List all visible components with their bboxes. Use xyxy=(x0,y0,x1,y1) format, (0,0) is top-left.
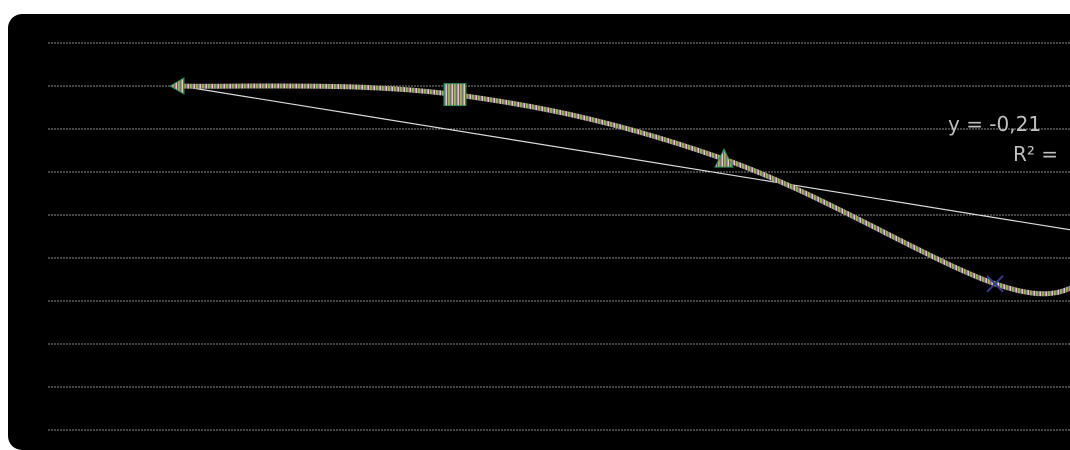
series-marker xyxy=(443,83,467,107)
series-marker xyxy=(714,147,734,168)
trendline-equation: y = -0,21 xyxy=(948,112,1041,136)
series-line xyxy=(179,83,1070,297)
trendline-r-squared: R² = xyxy=(1013,142,1058,166)
series-marker xyxy=(986,275,1004,293)
trendline-path xyxy=(179,85,1070,231)
series-marker xyxy=(168,77,185,95)
grid-lines xyxy=(48,42,1070,431)
series-markers xyxy=(168,77,1004,293)
series-line-path xyxy=(179,83,1070,297)
trendline xyxy=(179,85,1070,231)
